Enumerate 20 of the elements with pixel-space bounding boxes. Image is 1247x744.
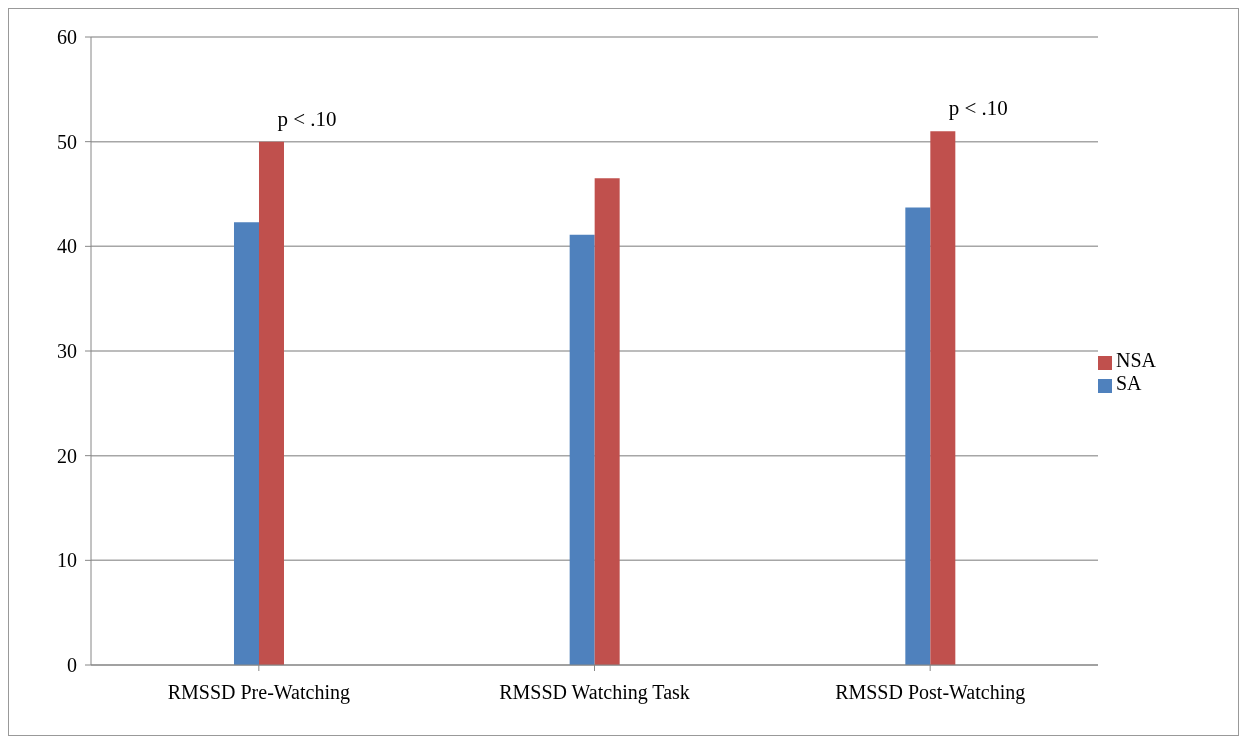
bar	[594, 178, 620, 665]
y-tick-label: 60	[57, 26, 77, 49]
annotation: p < .10	[948, 96, 1008, 121]
x-tick-label: RMSSD Post-Watching	[835, 681, 1026, 705]
bar	[930, 131, 956, 665]
x-tick-label: RMSSD Pre-Watching	[167, 681, 350, 705]
y-tick-label: 10	[57, 549, 77, 572]
bar	[905, 207, 931, 665]
bar	[569, 234, 595, 665]
y-tick-label: 0	[67, 654, 77, 677]
bar	[233, 222, 259, 665]
y-tick-label: 50	[57, 130, 77, 153]
y-tick-label: 30	[57, 340, 77, 363]
y-tick-label: 40	[57, 235, 77, 258]
x-tick-label: RMSSD Watching Task	[499, 681, 690, 705]
legend-label: NSA	[1116, 349, 1157, 371]
legend-label: SA	[1116, 372, 1142, 394]
bar	[258, 141, 284, 665]
y-tick-label: 20	[57, 444, 77, 467]
annotation: p < .10	[277, 106, 337, 131]
